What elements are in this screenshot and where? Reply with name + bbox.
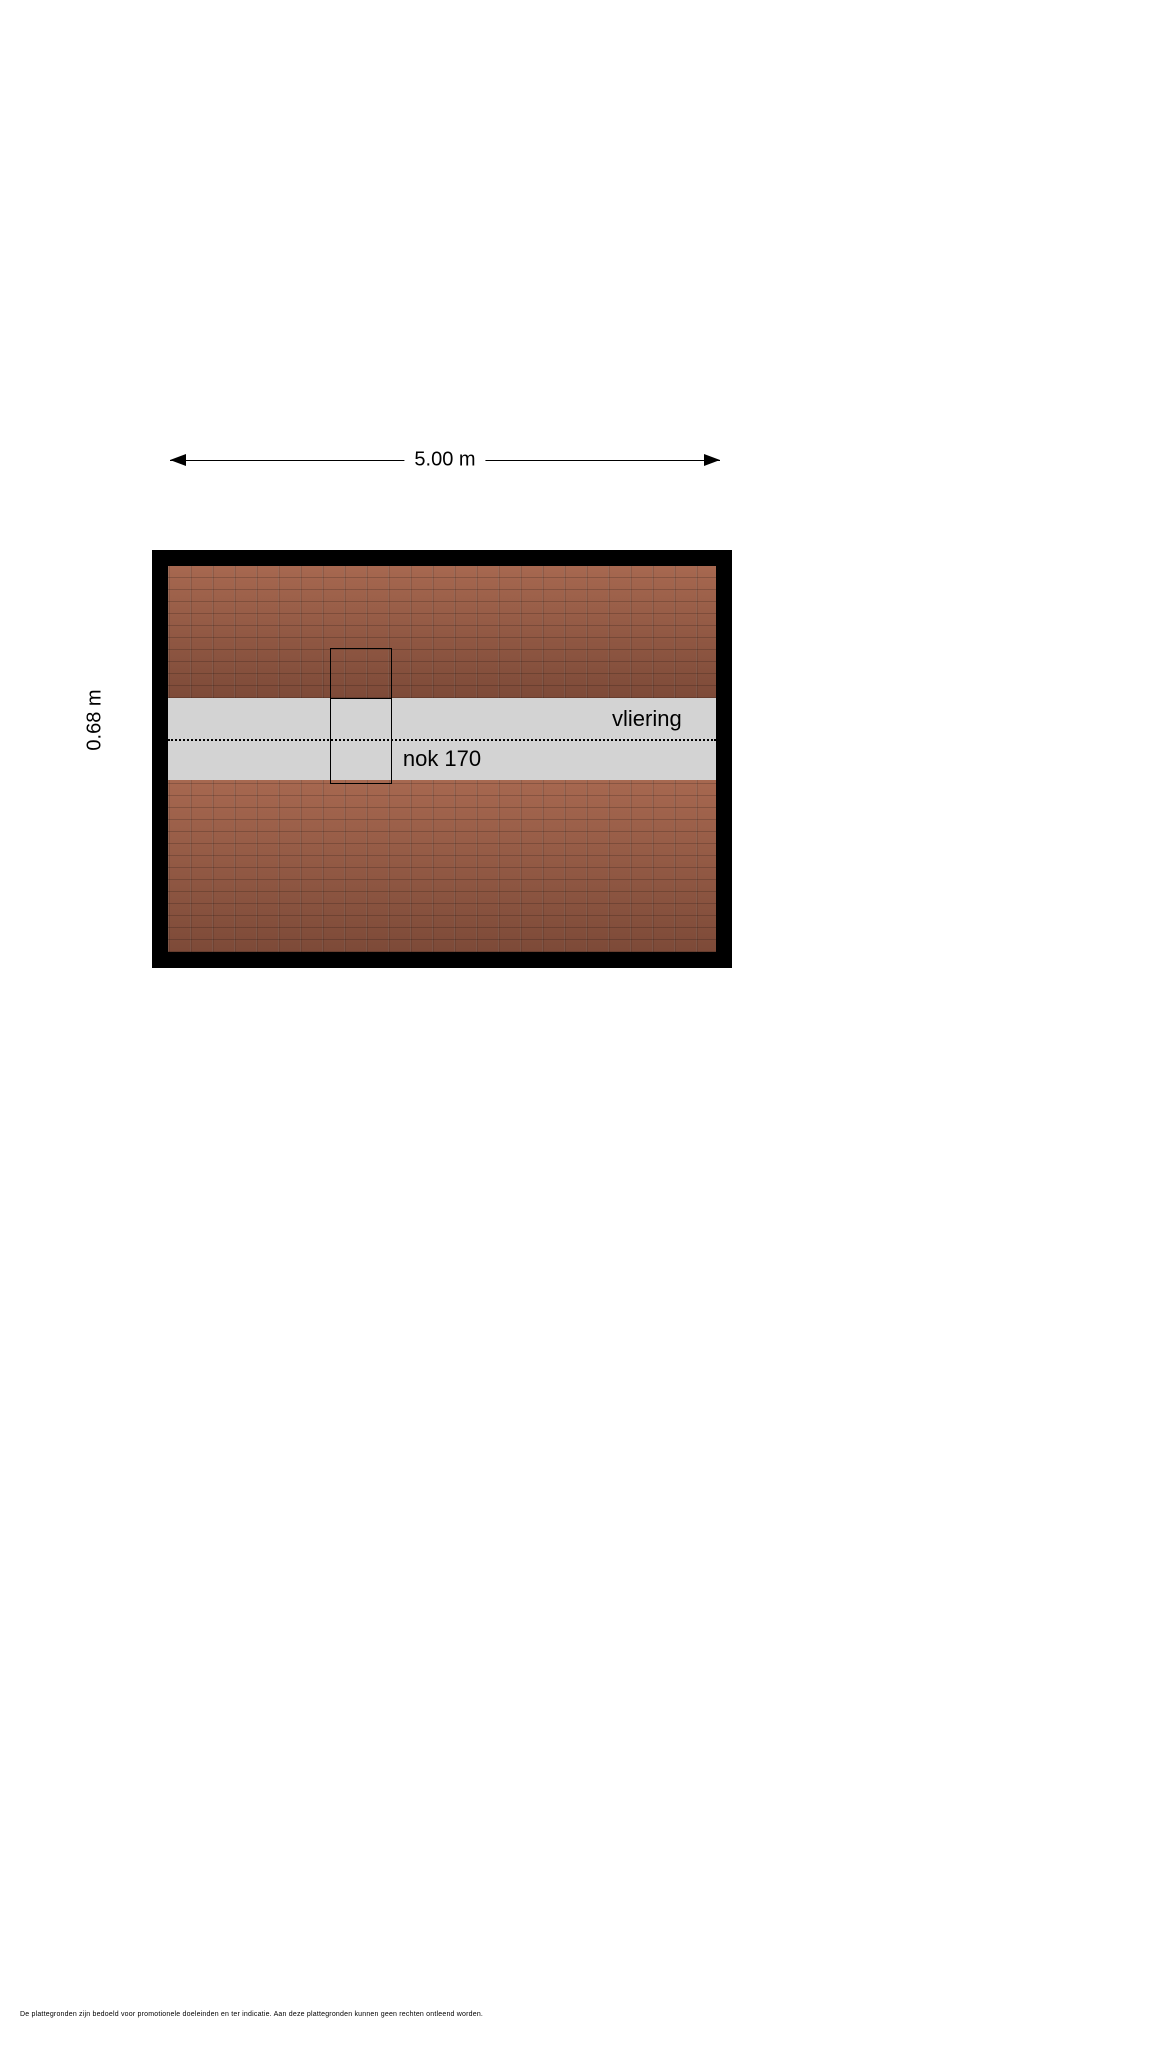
roof-tiles-top (168, 566, 716, 698)
label-nok: nok 170 (403, 746, 481, 772)
dimension-vertical-label: 0.68 m (84, 689, 107, 750)
label-vliering: vliering (612, 706, 682, 732)
dimension-arrow-right (704, 454, 720, 466)
dimension-arrow-left (170, 454, 186, 466)
ridge-line (168, 739, 716, 741)
dimension-horizontal-label: 5.00 m (404, 449, 485, 472)
roof-hatch-inner (330, 698, 392, 784)
roof-tiles-bottom (168, 780, 716, 952)
disclaimer-footer: De plattegronden zijn bedoeld voor promo… (20, 2011, 483, 2018)
floorplan-canvas: 5.00 m 0.68 m vliering nok 170 De platte… (0, 0, 1152, 2048)
